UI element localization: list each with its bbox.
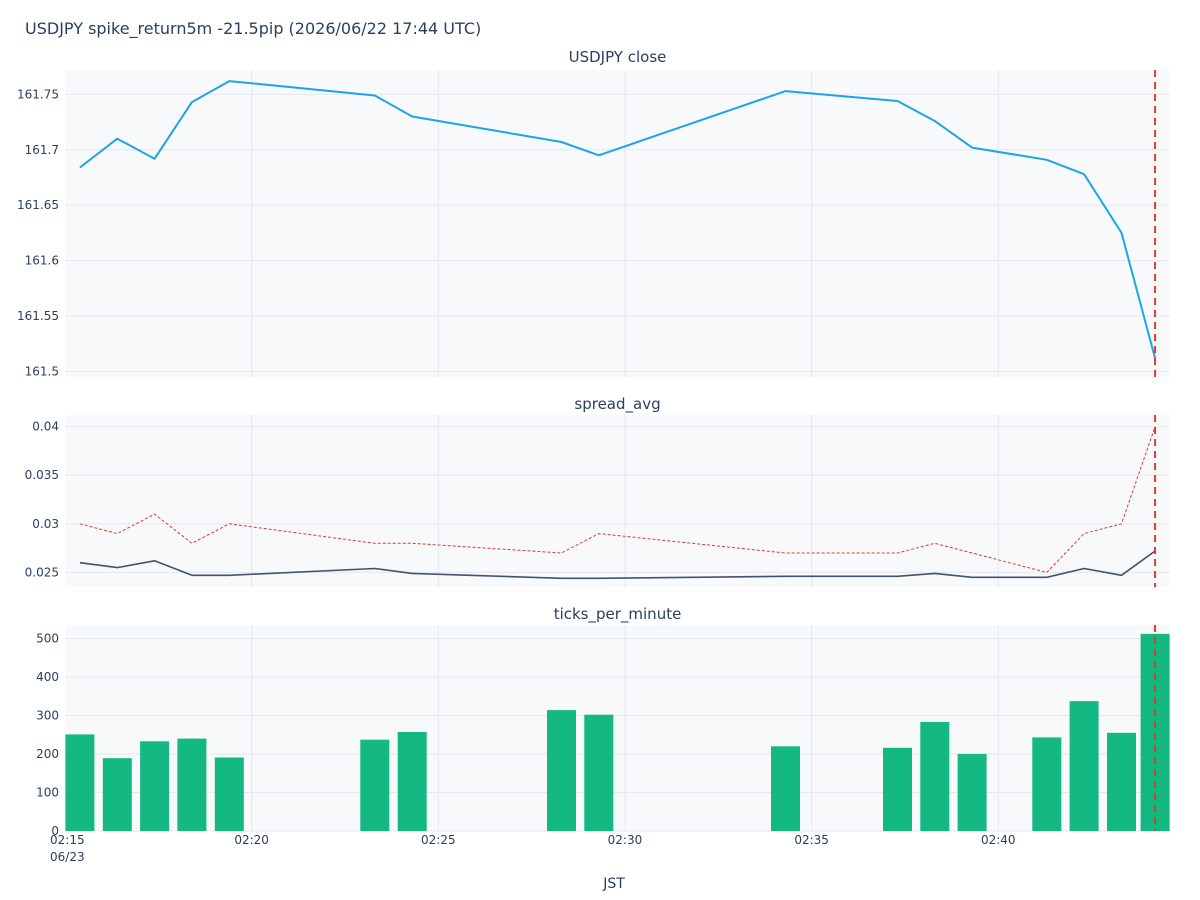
tick-bar bbox=[397, 732, 427, 831]
y-tick-label: 400 bbox=[36, 670, 59, 684]
spread-dotted-line bbox=[79, 426, 1156, 573]
panel-close: 161.5 161.55 161.6 161.65 161.7 161.75 USDJPY … bbox=[17, 48, 1170, 378]
tick-bar bbox=[214, 757, 244, 831]
spread-avg-line bbox=[79, 550, 1156, 580]
y-tick-label: 100 bbox=[36, 785, 59, 799]
subplot-title: spread_avg bbox=[574, 395, 660, 414]
plot-background bbox=[65, 415, 1170, 587]
y-tick-label: 161.75 bbox=[17, 87, 59, 101]
x-tick-label: 02:20 bbox=[234, 833, 269, 847]
y-tick-label: 161.6 bbox=[25, 254, 59, 268]
tick-bar bbox=[140, 741, 170, 831]
y-tick-label: 161.7 bbox=[25, 143, 59, 157]
tick-bar bbox=[102, 758, 132, 831]
x-tick-label: 02:15 bbox=[50, 833, 85, 847]
y-tick-label: 161.55 bbox=[17, 309, 59, 323]
panel-ticks: 0 100 200 300 400 500 ticks_per_minute bbox=[36, 605, 1170, 838]
x-tick-label: 02:25 bbox=[421, 833, 456, 847]
tick-bar bbox=[771, 746, 800, 831]
y-tick-label: 0.035 bbox=[25, 468, 59, 482]
figure-title: USDJPY spike_return5m -21.5pip (2026/06/… bbox=[25, 19, 482, 38]
y-tick-label: 0.025 bbox=[25, 565, 59, 579]
tick-bar bbox=[65, 734, 95, 831]
x-tick-label: 02:30 bbox=[608, 833, 643, 847]
tick-bar bbox=[920, 722, 950, 831]
y-tick-label: 161.65 bbox=[17, 198, 59, 212]
tick-bar bbox=[1069, 701, 1099, 831]
tick-bar bbox=[177, 738, 207, 831]
x-axis: 02:15 02:20 02:25 02:30 02:35 02:40 06/23 JST bbox=[50, 833, 1016, 892]
plot-background bbox=[65, 70, 1170, 377]
subplot-title: USDJPY close bbox=[569, 48, 667, 66]
subplot-title: ticks_per_minute bbox=[554, 605, 682, 624]
y-tick-label: 200 bbox=[36, 747, 59, 761]
y-tick-label: 300 bbox=[36, 708, 59, 722]
y-tick-label: 0 bbox=[51, 824, 59, 838]
y-tick-label: 0.04 bbox=[32, 420, 59, 434]
tick-bar bbox=[883, 747, 912, 831]
tick-bar bbox=[957, 754, 987, 831]
tick-bar bbox=[547, 710, 576, 831]
y-tick-label: 500 bbox=[36, 631, 59, 645]
tick-bar bbox=[1032, 737, 1062, 831]
panel-spread: 0.025 0.03 0.035 0.04 spread_avg bbox=[25, 395, 1170, 587]
x-tick-label: 02:35 bbox=[794, 833, 829, 847]
tick-bar bbox=[1107, 732, 1136, 831]
tick-bar bbox=[584, 714, 614, 831]
y-tick-label: 0.03 bbox=[32, 517, 59, 531]
x-date-label: 06/23 bbox=[50, 850, 85, 864]
tick-bar bbox=[360, 739, 390, 831]
x-tick-label: 02:40 bbox=[981, 833, 1016, 847]
x-axis-title: JST bbox=[602, 876, 625, 892]
close-line bbox=[79, 80, 1157, 359]
y-tick-label: 161.5 bbox=[25, 364, 59, 378]
